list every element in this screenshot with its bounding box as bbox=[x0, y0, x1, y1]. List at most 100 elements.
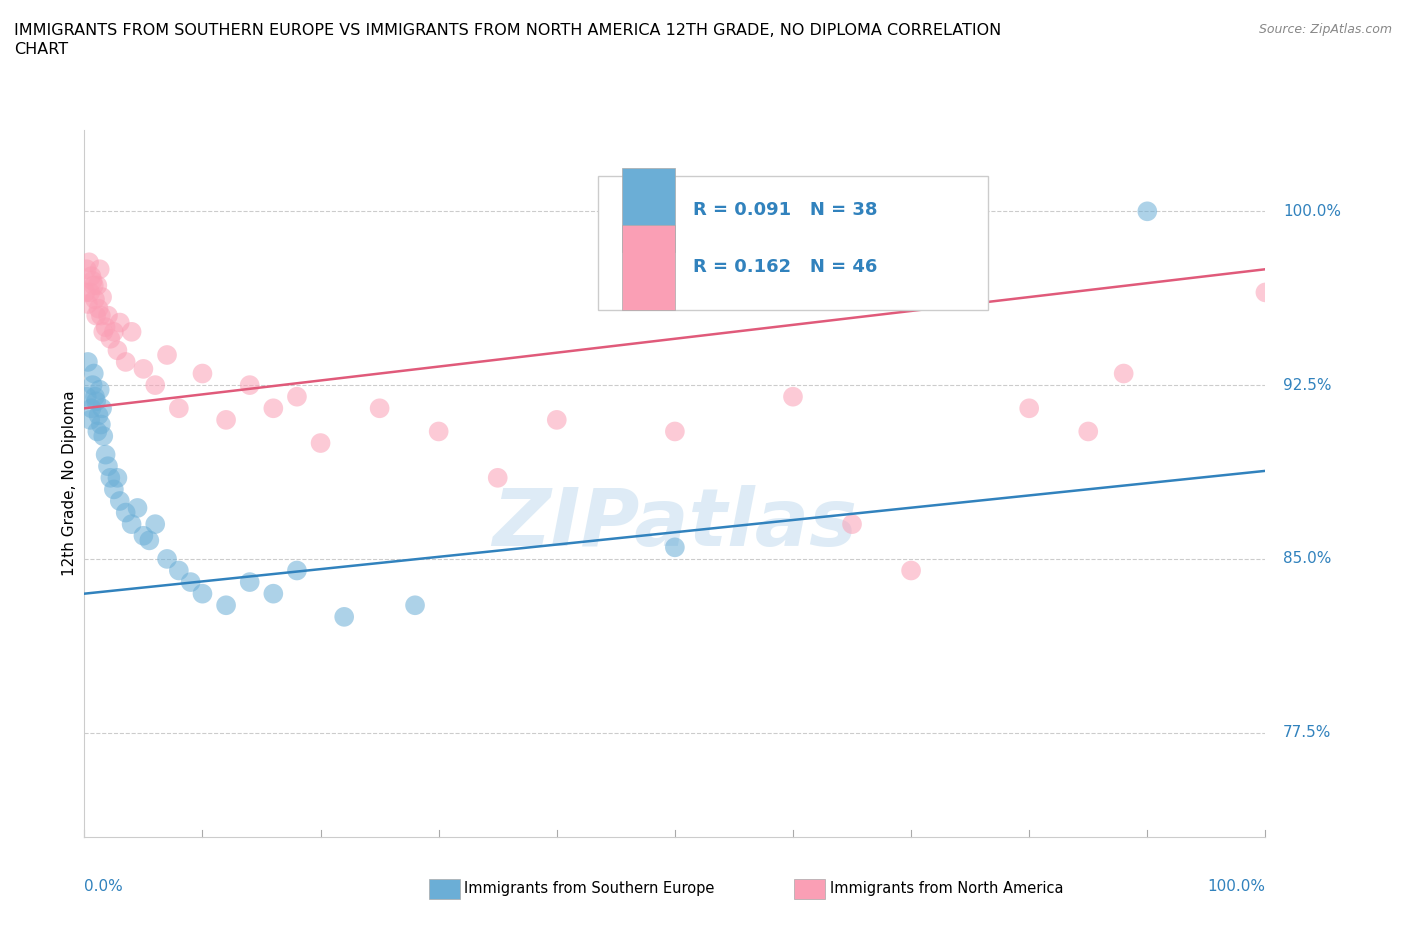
Point bbox=[309, 435, 332, 450]
Point bbox=[664, 424, 686, 439]
Point bbox=[262, 401, 284, 416]
Point bbox=[82, 378, 104, 392]
Point bbox=[546, 412, 568, 427]
Point bbox=[191, 366, 214, 381]
Point bbox=[121, 325, 143, 339]
Point bbox=[77, 354, 100, 369]
Point bbox=[107, 343, 129, 358]
Point bbox=[77, 297, 100, 312]
Point bbox=[75, 285, 97, 299]
Point bbox=[841, 517, 863, 532]
Point bbox=[91, 289, 114, 304]
Point bbox=[1018, 401, 1040, 416]
Point bbox=[97, 308, 120, 323]
Point bbox=[900, 563, 922, 578]
Point bbox=[114, 354, 136, 369]
Point bbox=[285, 390, 308, 405]
Point bbox=[782, 390, 804, 405]
Text: Source: ZipAtlas.com: Source: ZipAtlas.com bbox=[1258, 23, 1392, 36]
Point bbox=[86, 424, 108, 439]
Point bbox=[103, 325, 125, 339]
Point bbox=[86, 278, 108, 293]
Point bbox=[239, 575, 262, 590]
FancyBboxPatch shape bbox=[621, 225, 675, 310]
Y-axis label: 12th Grade, No Diploma: 12th Grade, No Diploma bbox=[62, 391, 77, 577]
Text: 77.5%: 77.5% bbox=[1284, 725, 1331, 740]
Point bbox=[79, 285, 101, 299]
Point bbox=[79, 412, 101, 427]
Point bbox=[1254, 285, 1277, 299]
Point bbox=[215, 598, 238, 613]
Text: ZIPatlas: ZIPatlas bbox=[492, 485, 858, 564]
Point bbox=[156, 551, 179, 566]
Point bbox=[180, 575, 202, 590]
Point bbox=[90, 417, 112, 432]
Point bbox=[76, 390, 98, 405]
Point bbox=[80, 269, 103, 284]
Point bbox=[87, 301, 110, 316]
Point bbox=[167, 563, 190, 578]
Point bbox=[132, 528, 155, 543]
Point bbox=[191, 586, 214, 601]
Text: R = 0.162   N = 46: R = 0.162 N = 46 bbox=[693, 259, 877, 276]
Point bbox=[108, 315, 131, 330]
Text: Immigrants from North America: Immigrants from North America bbox=[830, 881, 1063, 896]
Point bbox=[1112, 366, 1135, 381]
Point bbox=[89, 262, 111, 277]
Point bbox=[76, 262, 98, 277]
Point bbox=[427, 424, 450, 439]
Point bbox=[91, 325, 114, 339]
Point bbox=[84, 292, 107, 307]
Point bbox=[107, 471, 129, 485]
Point bbox=[127, 500, 149, 515]
Point bbox=[80, 401, 103, 416]
Point bbox=[215, 412, 238, 427]
Text: Immigrants from Southern Europe: Immigrants from Southern Europe bbox=[464, 881, 714, 896]
Point bbox=[121, 517, 143, 532]
Point bbox=[132, 362, 155, 377]
Point bbox=[91, 429, 114, 444]
Point bbox=[138, 533, 160, 548]
Point bbox=[333, 609, 356, 624]
Point bbox=[84, 308, 107, 323]
Point bbox=[1136, 204, 1159, 219]
Point bbox=[84, 390, 107, 405]
FancyBboxPatch shape bbox=[621, 167, 675, 252]
Point bbox=[98, 471, 121, 485]
Point bbox=[103, 482, 125, 497]
Point bbox=[486, 471, 509, 485]
Point bbox=[143, 378, 166, 392]
Text: 100.0%: 100.0% bbox=[1208, 879, 1265, 894]
Text: 0.0%: 0.0% bbox=[84, 879, 124, 894]
Point bbox=[87, 407, 110, 422]
Point bbox=[94, 320, 117, 335]
Point bbox=[91, 401, 114, 416]
Point bbox=[664, 540, 686, 555]
Point bbox=[404, 598, 426, 613]
Point bbox=[98, 331, 121, 346]
Text: 92.5%: 92.5% bbox=[1284, 378, 1331, 392]
Text: IMMIGRANTS FROM SOUTHERN EUROPE VS IMMIGRANTS FROM NORTH AMERICA 12TH GRADE, NO : IMMIGRANTS FROM SOUTHERN EUROPE VS IMMIG… bbox=[14, 23, 1001, 38]
Point bbox=[77, 255, 100, 270]
Point bbox=[94, 447, 117, 462]
Point bbox=[83, 366, 105, 381]
Point bbox=[167, 401, 190, 416]
Point bbox=[262, 586, 284, 601]
Point bbox=[368, 401, 391, 416]
Point bbox=[89, 382, 111, 397]
Text: 85.0%: 85.0% bbox=[1284, 551, 1331, 566]
Point bbox=[90, 308, 112, 323]
Point bbox=[143, 517, 166, 532]
Point bbox=[97, 458, 120, 473]
Text: CHART: CHART bbox=[14, 42, 67, 57]
Text: R = 0.091   N = 38: R = 0.091 N = 38 bbox=[693, 201, 877, 219]
FancyBboxPatch shape bbox=[598, 176, 988, 311]
Text: 100.0%: 100.0% bbox=[1284, 204, 1341, 219]
Point bbox=[83, 278, 105, 293]
Point bbox=[156, 348, 179, 363]
Point bbox=[108, 494, 131, 509]
Point bbox=[114, 505, 136, 520]
Point bbox=[285, 563, 308, 578]
Point bbox=[82, 273, 104, 288]
Point bbox=[1077, 424, 1099, 439]
